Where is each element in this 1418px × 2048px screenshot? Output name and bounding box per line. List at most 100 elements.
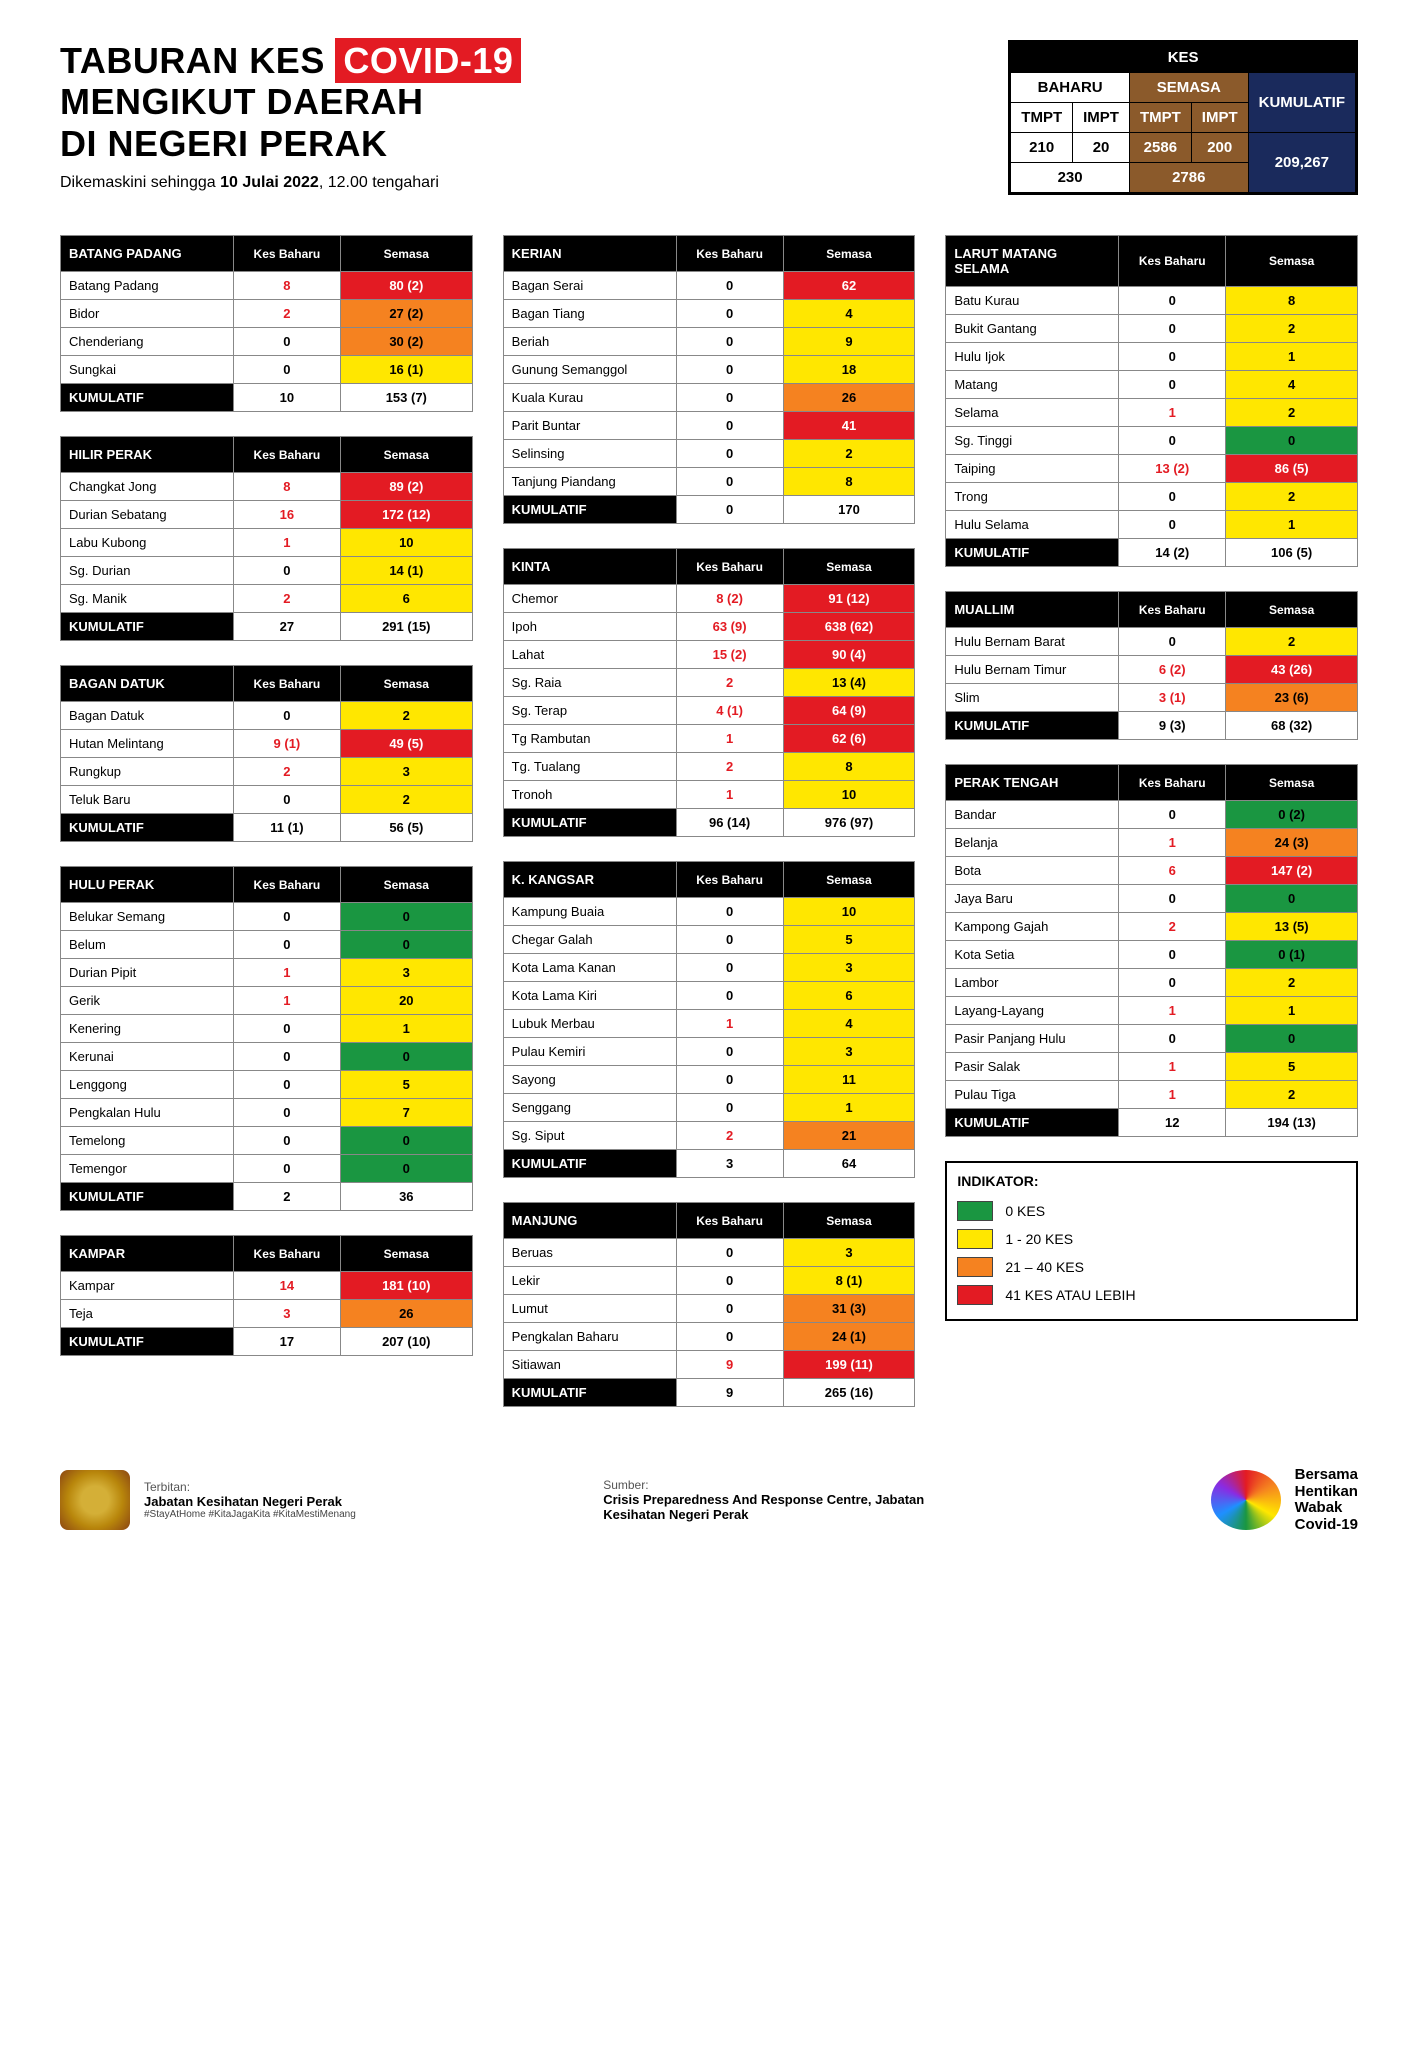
table-row: Gunung Semanggol 0 18 — [503, 356, 915, 384]
kes-semasa: 181 (10) — [340, 1272, 472, 1300]
table-row: Kampung Buaia 0 10 — [503, 898, 915, 926]
kes-semasa: 5 — [340, 1071, 472, 1099]
kumulatif-semasa: 170 — [783, 496, 915, 524]
table-row: Lumut 0 31 (3) — [503, 1295, 915, 1323]
table-row: Durian Pipit 1 3 — [61, 959, 473, 987]
kes-semasa: 26 — [783, 384, 915, 412]
kes-baharu: 0 — [233, 1099, 340, 1127]
table-row: Senggang 0 1 — [503, 1094, 915, 1122]
district-table: BAGAN DATUK Kes Baharu Semasa Bagan Datu… — [60, 665, 473, 842]
kes-baharu: 0 — [676, 926, 783, 954]
table-row: Tronoh 1 10 — [503, 781, 915, 809]
kes-semasa: 4 — [783, 1010, 915, 1038]
col-baharu-hdr: Kes Baharu — [233, 867, 340, 903]
col-baharu-hdr: Kes Baharu — [676, 236, 783, 272]
kumulatif-semasa: 36 — [340, 1183, 472, 1211]
kes-semasa: 10 — [340, 529, 472, 557]
kumulatif-row: KUMULATIF 0 170 — [503, 496, 915, 524]
kes-semasa: 3 — [340, 758, 472, 786]
kumulatif-baharu: 10 — [233, 384, 340, 412]
table-row: Beriah 0 9 — [503, 328, 915, 356]
covid-badge: COVID-19 — [335, 38, 521, 83]
kumulatif-label: KUMULATIF — [946, 539, 1119, 567]
kes-baharu: 8 (2) — [676, 585, 783, 613]
kes-baharu: 0 — [1119, 801, 1226, 829]
table-row: Gerik 1 20 — [61, 987, 473, 1015]
mukim-name: Selama — [946, 399, 1119, 427]
kes-baharu: 14 — [233, 1272, 340, 1300]
kumulatif-semasa: 64 — [783, 1150, 915, 1178]
kes-baharu: 2 — [233, 300, 340, 328]
summary-kes: KES — [1011, 43, 1356, 73]
kes-baharu: 2 — [676, 1122, 783, 1150]
kes-semasa: 1 — [1226, 343, 1358, 371]
kes-baharu: 0 — [1119, 371, 1226, 399]
kumulatif-semasa: 265 (16) — [783, 1379, 915, 1407]
mukim-name: Ipoh — [503, 613, 676, 641]
kumulatif-semasa: 153 (7) — [340, 384, 472, 412]
kes-baharu: 0 — [233, 903, 340, 931]
table-row: Lahat 15 (2) 90 (4) — [503, 641, 915, 669]
table-row: Slim 3 (1) 23 (6) — [946, 684, 1358, 712]
kes-semasa: 90 (4) — [783, 641, 915, 669]
table-row: Teja 3 26 — [61, 1300, 473, 1328]
legend-title: INDIKATOR: — [957, 1173, 1346, 1189]
kes-semasa: 147 (2) — [1226, 857, 1358, 885]
legend-label: 0 KES — [1005, 1203, 1045, 1219]
kes-semasa: 6 — [340, 585, 472, 613]
kumulatif-label: KUMULATIF — [61, 613, 234, 641]
kes-baharu: 1 — [676, 781, 783, 809]
table-row: Lenggong 0 5 — [61, 1071, 473, 1099]
kes-baharu: 0 — [1119, 427, 1226, 455]
table-row: Pasir Salak 1 5 — [946, 1053, 1358, 1081]
kes-baharu: 0 — [1119, 969, 1226, 997]
mukim-name: Pulau Tiga — [946, 1081, 1119, 1109]
kes-semasa: 13 (4) — [783, 669, 915, 697]
mukim-name: Kampung Buaia — [503, 898, 676, 926]
kumulatif-label: KUMULATIF — [503, 496, 676, 524]
mukim-name: Kampong Gajah — [946, 913, 1119, 941]
kes-semasa: 43 (26) — [1226, 656, 1358, 684]
table-row: Teluk Baru 0 2 — [61, 786, 473, 814]
district-columns: BATANG PADANG Kes Baharu Semasa Batang P… — [60, 235, 1358, 1407]
table-row: Pasir Panjang Hulu 0 0 — [946, 1025, 1358, 1053]
kes-baharu: 0 — [1119, 1025, 1226, 1053]
kumulatif-baharu: 11 (1) — [233, 814, 340, 842]
kes-semasa: 8 — [783, 468, 915, 496]
summary-s-impt-h: IMPT — [1191, 103, 1248, 133]
table-row: Temelong 0 0 — [61, 1127, 473, 1155]
table-row: Kampong Gajah 2 13 (5) — [946, 913, 1358, 941]
kes-semasa: 27 (2) — [340, 300, 472, 328]
kes-baharu: 13 (2) — [1119, 455, 1226, 483]
sumber-label: Sumber: — [603, 1478, 963, 1492]
col-baharu-hdr: Kes Baharu — [233, 1236, 340, 1272]
col-baharu-hdr: Kes Baharu — [1119, 236, 1226, 287]
table-row: Kota Setia 0 0 (1) — [946, 941, 1358, 969]
kes-baharu: 9 — [676, 1351, 783, 1379]
table-row: Bidor 2 27 (2) — [61, 300, 473, 328]
table-row: Pulau Tiga 1 2 — [946, 1081, 1358, 1109]
mukim-name: Kenering — [61, 1015, 234, 1043]
district-name: K. KANGSAR — [503, 862, 676, 898]
district-name: KERIAN — [503, 236, 676, 272]
kes-baharu: 0 — [1119, 885, 1226, 913]
mukim-name: Sg. Terap — [503, 697, 676, 725]
district-name: BATANG PADANG — [61, 236, 234, 272]
district-name: HILIR PERAK — [61, 437, 234, 473]
kes-baharu: 0 — [676, 1323, 783, 1351]
mukim-name: Sg. Raia — [503, 669, 676, 697]
kes-baharu: 0 — [676, 1267, 783, 1295]
kes-baharu: 0 — [676, 356, 783, 384]
kes-baharu: 9 (1) — [233, 730, 340, 758]
mukim-name: Tg Rambutan — [503, 725, 676, 753]
mukim-name: Sg. Durian — [61, 557, 234, 585]
kes-baharu: 0 — [1119, 511, 1226, 539]
table-row: Bagan Datuk 0 2 — [61, 702, 473, 730]
legend-label: 21 – 40 KES — [1005, 1259, 1084, 1275]
table-row: Bagan Tiang 0 4 — [503, 300, 915, 328]
kes-baharu: 0 — [676, 1066, 783, 1094]
table-row: Sg. Tinggi 0 0 — [946, 427, 1358, 455]
mukim-name: Temelong — [61, 1127, 234, 1155]
kes-baharu: 0 — [1119, 287, 1226, 315]
summary-s-impt: 200 — [1191, 133, 1248, 163]
